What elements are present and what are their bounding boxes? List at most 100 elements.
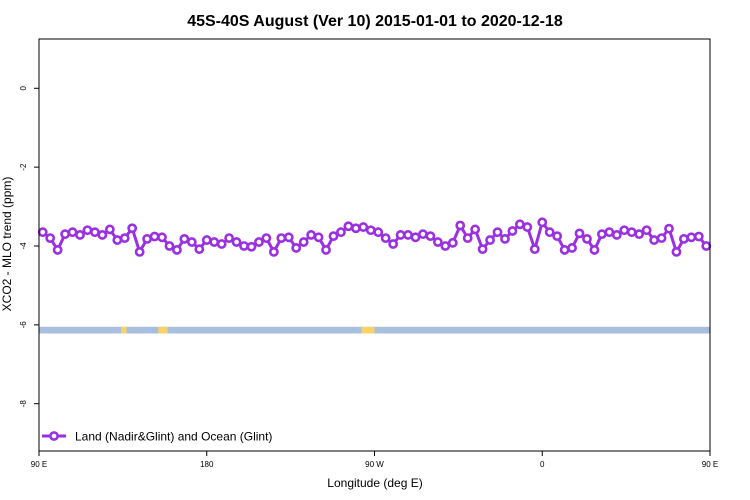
data-point	[298, 237, 309, 247]
y-tick-label: -8	[19, 400, 28, 408]
data-point	[313, 232, 324, 243]
data-point	[552, 231, 563, 242]
x-axis-label: Longitude (deg E)	[327, 476, 422, 490]
data-point	[119, 233, 130, 244]
data-point	[276, 233, 287, 244]
legend-entry-label: Land (Nadir&Glint) and Ocean (Glint)	[75, 430, 272, 444]
data-point	[328, 231, 339, 242]
data-point	[492, 227, 503, 238]
data-point	[365, 225, 376, 236]
data-point	[485, 235, 495, 245]
x-tick-label: 0	[540, 460, 545, 469]
y-axis: 0 -2 -4 -6 -8	[19, 86, 39, 408]
data-point	[194, 244, 205, 255]
data-point	[321, 245, 331, 255]
data-point	[626, 227, 637, 238]
data-point	[567, 243, 577, 253]
data-point	[455, 220, 466, 231]
data-point	[82, 225, 93, 236]
data-point	[127, 223, 138, 234]
data-point	[134, 246, 145, 257]
y-tick-label: 0	[19, 86, 28, 91]
data-point	[358, 222, 369, 232]
data-point	[529, 244, 540, 255]
y-tick-label: -2	[19, 163, 28, 171]
data-point	[604, 227, 615, 238]
land-span	[158, 326, 168, 334]
legend: Land (Nadir&Glint) and Ocean (Glint)	[42, 430, 272, 444]
data-point	[380, 233, 391, 244]
data-point	[611, 230, 622, 240]
data-point	[336, 227, 346, 238]
data-point	[425, 231, 436, 242]
data-point	[559, 245, 570, 255]
data-point	[462, 233, 473, 244]
legend-marker-swatch	[49, 431, 59, 441]
surface-type-band	[39, 326, 710, 334]
data-point	[656, 233, 667, 244]
data-point	[52, 245, 63, 255]
data-point	[149, 231, 160, 242]
series-line	[41, 220, 708, 254]
data-point	[306, 230, 317, 240]
data-point	[671, 246, 682, 257]
data-point	[186, 237, 197, 247]
data-point	[574, 228, 585, 239]
data-point	[500, 233, 510, 244]
data-point	[261, 233, 272, 244]
data-point	[45, 233, 56, 244]
data-point	[268, 246, 279, 257]
data-point	[447, 237, 458, 248]
data-point	[619, 225, 630, 236]
data-point	[418, 229, 428, 240]
land-span	[121, 326, 127, 334]
x-tick-label: 90 E	[31, 460, 47, 469]
data-point	[90, 227, 100, 238]
data-point	[410, 232, 421, 243]
data-point	[164, 241, 175, 251]
data-point	[291, 243, 302, 253]
data-point	[179, 233, 190, 244]
data-point	[239, 241, 249, 251]
data-point	[664, 223, 674, 234]
data-point	[582, 233, 592, 244]
x-tick-label: 90 E	[702, 460, 718, 469]
data-point	[537, 217, 548, 228]
data-point	[693, 231, 704, 242]
series-layer	[37, 217, 712, 257]
y-tick-label: -4	[19, 242, 28, 250]
data-point	[522, 222, 533, 232]
data-point	[201, 235, 212, 245]
data-point	[544, 227, 555, 238]
data-point	[649, 235, 659, 245]
data-point	[686, 232, 697, 243]
land-span	[361, 326, 375, 334]
plot-frame	[38, 38, 711, 452]
data-point	[679, 233, 689, 244]
data-point	[97, 230, 108, 240]
data-point	[634, 229, 645, 240]
chart-title: 45S-40S August (Ver 10) 2015-01-01 to 20…	[187, 13, 563, 30]
data-point	[104, 224, 115, 235]
data-point	[596, 229, 607, 240]
data-point	[246, 241, 257, 252]
data-point	[224, 233, 235, 244]
data-point	[157, 232, 167, 243]
data-point	[112, 235, 123, 245]
data-point	[142, 233, 153, 244]
data-point	[470, 224, 481, 235]
data-point	[701, 241, 712, 251]
data-point	[440, 241, 451, 251]
y-tick-label: -6	[19, 321, 28, 329]
data-point	[37, 227, 48, 238]
data-point	[60, 229, 70, 240]
data-point	[254, 237, 264, 247]
data-point	[395, 230, 406, 240]
data-point	[403, 230, 413, 240]
data-point	[231, 237, 242, 247]
x-axis: 90 E 180 90 W 0 90 E	[31, 451, 718, 469]
data-point	[373, 227, 384, 238]
data-point	[283, 232, 294, 243]
data-point	[477, 244, 488, 255]
